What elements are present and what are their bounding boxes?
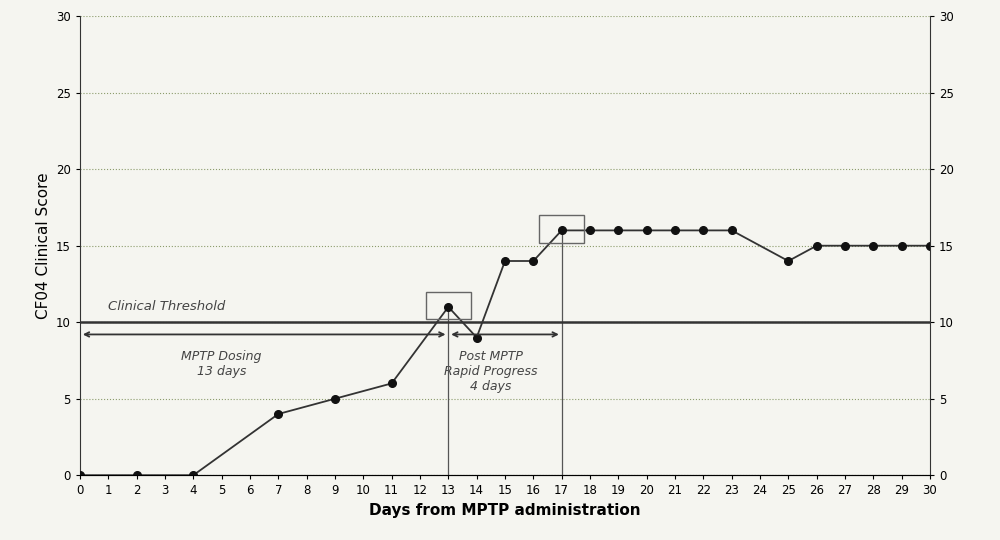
X-axis label: Days from MPTP administration: Days from MPTP administration (369, 503, 641, 518)
Text: Post MPTP
Rapid Progress
4 days: Post MPTP Rapid Progress 4 days (444, 350, 538, 393)
Bar (539, 215, 584, 242)
Y-axis label: CF04 Clinical Score: CF04 Clinical Score (36, 172, 51, 319)
Bar (426, 292, 471, 319)
Text: Clinical Threshold: Clinical Threshold (108, 300, 226, 313)
Text: MPTP Dosing
13 days: MPTP Dosing 13 days (181, 350, 262, 378)
